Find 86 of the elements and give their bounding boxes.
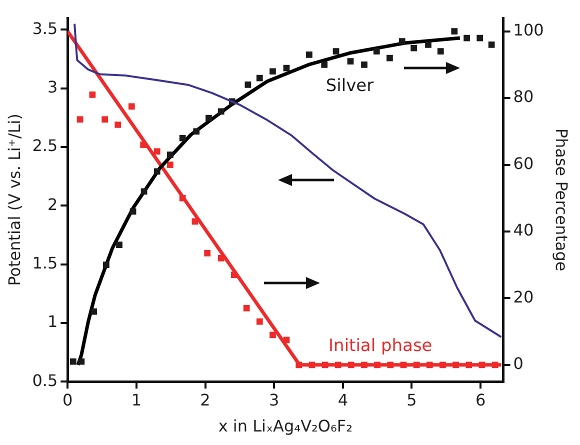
point	[102, 116, 108, 123]
point	[387, 362, 394, 368]
point	[116, 242, 122, 248]
y-tick-label: 2.5	[32, 136, 58, 156]
point	[410, 44, 417, 52]
x-tick-label: 5	[406, 390, 417, 410]
point	[373, 48, 380, 55]
point	[244, 82, 252, 88]
x-tick-label: 4	[338, 390, 348, 410]
point	[398, 38, 406, 45]
point	[361, 362, 368, 368]
point	[140, 142, 147, 148]
point	[270, 332, 276, 338]
point	[78, 358, 85, 365]
point	[400, 362, 407, 368]
point	[70, 358, 76, 365]
point	[488, 42, 495, 48]
point	[306, 52, 312, 58]
point	[476, 34, 484, 42]
y-tick-label: 2	[47, 194, 58, 214]
point	[308, 362, 316, 368]
y2-axis-title: Phase Percentage	[552, 128, 572, 272]
point	[413, 362, 420, 368]
point	[154, 148, 160, 155]
x-tick-label: 0	[62, 390, 73, 410]
point	[114, 122, 122, 128]
point	[296, 362, 302, 368]
point	[426, 362, 433, 368]
point	[425, 42, 432, 48]
point	[332, 48, 340, 55]
point	[492, 362, 498, 368]
point	[154, 168, 160, 175]
x-tick-label: 1	[131, 390, 142, 410]
point	[321, 62, 328, 68]
x-tick-label: 2	[200, 390, 210, 410]
point	[270, 68, 276, 75]
x-tick-label: 3	[269, 390, 280, 410]
point	[437, 48, 444, 55]
point	[218, 108, 224, 115]
point	[478, 362, 486, 368]
point	[322, 362, 328, 368]
point	[440, 362, 446, 368]
point	[466, 362, 472, 368]
point	[167, 162, 174, 168]
point	[283, 336, 290, 344]
x-axis-title: x in LiₓAg₄V₂O₆F₂	[218, 416, 353, 436]
y2-tick-label: 0	[513, 354, 524, 374]
point	[103, 262, 110, 268]
point	[90, 308, 97, 315]
point	[179, 134, 186, 142]
point	[206, 114, 212, 122]
point	[256, 74, 263, 82]
y2-tick-label: 80	[513, 87, 534, 106]
y2-tick-label: 40	[513, 220, 534, 240]
point	[243, 305, 250, 312]
y2-tick-label: 60	[513, 154, 534, 173]
y-tick-label: 0.5	[32, 370, 58, 390]
point	[334, 362, 342, 368]
y-tick-label: 3.5	[32, 18, 58, 38]
y2-tick-label: 100	[513, 20, 544, 40]
y2-tick-label: 20	[513, 287, 534, 306]
y-tick-label: 3	[47, 78, 58, 97]
point	[204, 250, 211, 256]
point	[76, 116, 84, 123]
point	[89, 92, 96, 98]
point	[128, 103, 135, 110]
series-label: Initial phase	[328, 336, 432, 356]
y-axis-title: Potential (V vs. Li⁺/Li)	[4, 114, 24, 286]
y-tick-label: 1.5	[32, 253, 58, 272]
point	[464, 34, 470, 42]
point	[361, 62, 368, 68]
y-tick-label: 1	[47, 312, 58, 332]
point	[451, 28, 458, 35]
point	[218, 254, 224, 262]
point	[193, 128, 200, 135]
point	[374, 362, 381, 368]
x-tick-label: 6	[475, 390, 486, 410]
point	[452, 362, 459, 368]
point	[386, 54, 393, 62]
point	[348, 362, 354, 368]
point	[256, 318, 263, 325]
point	[167, 152, 174, 158]
point	[347, 58, 354, 65]
point	[231, 272, 238, 278]
series-label: Silver	[326, 76, 374, 96]
point	[179, 194, 186, 202]
